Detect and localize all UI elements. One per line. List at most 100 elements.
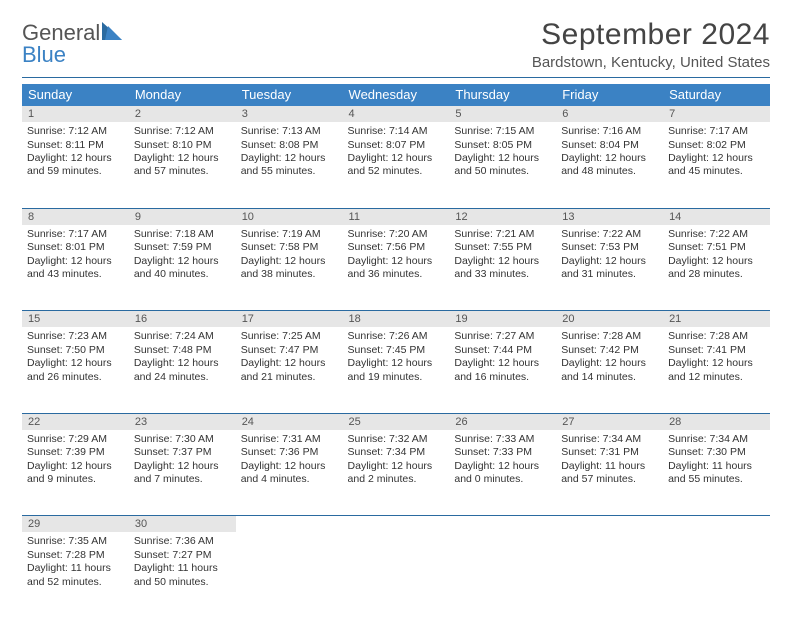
daylight-line-1: Daylight: 12 hours bbox=[561, 357, 658, 370]
sunrise-line: Sunrise: 7:27 AM bbox=[454, 330, 551, 343]
daylight-line-1: Daylight: 12 hours bbox=[561, 255, 658, 268]
sunrise-line: Sunrise: 7:22 AM bbox=[561, 228, 658, 241]
calendar-page: General Blue September 2024 Bardstown, K… bbox=[0, 0, 792, 618]
day-header: Monday bbox=[129, 84, 236, 106]
sunset-line: Sunset: 7:42 PM bbox=[561, 344, 658, 357]
day-cell: Sunrise: 7:30 AMSunset: 7:37 PMDaylight:… bbox=[129, 430, 236, 516]
daylight-line-1: Daylight: 12 hours bbox=[561, 152, 658, 165]
daylight-line-2: and 33 minutes. bbox=[454, 268, 551, 281]
day-number: 22 bbox=[28, 416, 40, 428]
day-cell-content: Sunrise: 7:27 AMSunset: 7:44 PMDaylight:… bbox=[454, 330, 551, 384]
daylight-line-2: and 50 minutes. bbox=[454, 165, 551, 178]
sunrise-line: Sunrise: 7:28 AM bbox=[561, 330, 658, 343]
daylight-line-1: Daylight: 12 hours bbox=[27, 255, 124, 268]
day-number-cell: 30 bbox=[129, 516, 236, 533]
day-header: Wednesday bbox=[343, 84, 450, 106]
day-cell: Sunrise: 7:33 AMSunset: 7:33 PMDaylight:… bbox=[449, 430, 556, 516]
calendar-body: 1234567Sunrise: 7:12 AMSunset: 8:11 PMDa… bbox=[22, 106, 770, 618]
day-number-cell bbox=[556, 516, 663, 533]
daylight-line-2: and 21 minutes. bbox=[241, 371, 338, 384]
day-cell: Sunrise: 7:12 AMSunset: 8:10 PMDaylight:… bbox=[129, 122, 236, 208]
daylight-line-2: and 59 minutes. bbox=[27, 165, 124, 178]
logo-text: General Blue bbox=[22, 22, 122, 66]
day-number-cell: 16 bbox=[129, 311, 236, 328]
day-number-cell: 28 bbox=[663, 413, 770, 430]
sunrise-line: Sunrise: 7:14 AM bbox=[348, 125, 445, 138]
sunrise-line: Sunrise: 7:18 AM bbox=[134, 228, 231, 241]
daylight-line-2: and 50 minutes. bbox=[134, 576, 231, 589]
daylight-line-1: Daylight: 12 hours bbox=[454, 255, 551, 268]
day-cell-content: Sunrise: 7:12 AMSunset: 8:11 PMDaylight:… bbox=[27, 125, 124, 179]
week-row: Sunrise: 7:35 AMSunset: 7:28 PMDaylight:… bbox=[22, 532, 770, 618]
day-cell-content: Sunrise: 7:17 AMSunset: 8:01 PMDaylight:… bbox=[27, 228, 124, 282]
daylight-line-1: Daylight: 11 hours bbox=[561, 460, 658, 473]
daylight-line-1: Daylight: 12 hours bbox=[241, 152, 338, 165]
daylight-line-1: Daylight: 12 hours bbox=[454, 357, 551, 370]
daylight-line-1: Daylight: 12 hours bbox=[134, 152, 231, 165]
sunset-line: Sunset: 7:56 PM bbox=[348, 241, 445, 254]
day-number-cell: 29 bbox=[22, 516, 129, 533]
day-header: Sunday bbox=[22, 84, 129, 106]
sunset-line: Sunset: 7:45 PM bbox=[348, 344, 445, 357]
sunset-line: Sunset: 7:41 PM bbox=[668, 344, 765, 357]
daylight-line-1: Daylight: 12 hours bbox=[27, 152, 124, 165]
daylight-line-2: and 36 minutes. bbox=[348, 268, 445, 281]
day-number-cell: 8 bbox=[22, 208, 129, 225]
day-cell: Sunrise: 7:34 AMSunset: 7:30 PMDaylight:… bbox=[663, 430, 770, 516]
day-cell-content: Sunrise: 7:12 AMSunset: 8:10 PMDaylight:… bbox=[134, 125, 231, 179]
sunset-line: Sunset: 8:10 PM bbox=[134, 139, 231, 152]
sunset-line: Sunset: 8:01 PM bbox=[27, 241, 124, 254]
page-header: General Blue September 2024 Bardstown, K… bbox=[22, 18, 770, 71]
day-cell-content: Sunrise: 7:22 AMSunset: 7:51 PMDaylight:… bbox=[668, 228, 765, 282]
daylight-line-1: Daylight: 11 hours bbox=[134, 562, 231, 575]
day-number-cell bbox=[449, 516, 556, 533]
day-number-cell: 1 bbox=[22, 106, 129, 122]
day-number-cell: 5 bbox=[449, 106, 556, 122]
day-cell: Sunrise: 7:20 AMSunset: 7:56 PMDaylight:… bbox=[343, 225, 450, 311]
day-cell bbox=[343, 532, 450, 618]
daylight-line-2: and 45 minutes. bbox=[668, 165, 765, 178]
day-cell-content: Sunrise: 7:34 AMSunset: 7:30 PMDaylight:… bbox=[668, 433, 765, 487]
day-cell: Sunrise: 7:27 AMSunset: 7:44 PMDaylight:… bbox=[449, 327, 556, 413]
day-number-cell bbox=[663, 516, 770, 533]
sunrise-line: Sunrise: 7:34 AM bbox=[561, 433, 658, 446]
sunrise-line: Sunrise: 7:22 AM bbox=[668, 228, 765, 241]
day-number-cell: 27 bbox=[556, 413, 663, 430]
day-number: 2 bbox=[135, 108, 141, 120]
day-cell: Sunrise: 7:13 AMSunset: 8:08 PMDaylight:… bbox=[236, 122, 343, 208]
day-number: 23 bbox=[135, 416, 147, 428]
daylight-line-1: Daylight: 12 hours bbox=[668, 152, 765, 165]
sunrise-line: Sunrise: 7:19 AM bbox=[241, 228, 338, 241]
day-cell-content: Sunrise: 7:22 AMSunset: 7:53 PMDaylight:… bbox=[561, 228, 658, 282]
day-cell: Sunrise: 7:25 AMSunset: 7:47 PMDaylight:… bbox=[236, 327, 343, 413]
day-number-cell bbox=[343, 516, 450, 533]
day-cell: Sunrise: 7:15 AMSunset: 8:05 PMDaylight:… bbox=[449, 122, 556, 208]
sunrise-line: Sunrise: 7:17 AM bbox=[668, 125, 765, 138]
day-number-cell: 25 bbox=[343, 413, 450, 430]
day-cell: Sunrise: 7:35 AMSunset: 7:28 PMDaylight:… bbox=[22, 532, 129, 618]
sunset-line: Sunset: 7:55 PM bbox=[454, 241, 551, 254]
sunrise-line: Sunrise: 7:36 AM bbox=[134, 535, 231, 548]
day-number: 12 bbox=[455, 211, 467, 223]
sunset-line: Sunset: 7:50 PM bbox=[27, 344, 124, 357]
day-number: 5 bbox=[455, 108, 461, 120]
day-cell: Sunrise: 7:29 AMSunset: 7:39 PMDaylight:… bbox=[22, 430, 129, 516]
day-cell-content: Sunrise: 7:35 AMSunset: 7:28 PMDaylight:… bbox=[27, 535, 124, 589]
header-rule bbox=[22, 77, 770, 78]
calendar-table: Sunday Monday Tuesday Wednesday Thursday… bbox=[22, 84, 770, 618]
daylight-line-2: and 31 minutes. bbox=[561, 268, 658, 281]
day-cell: Sunrise: 7:28 AMSunset: 7:41 PMDaylight:… bbox=[663, 327, 770, 413]
day-cell: Sunrise: 7:22 AMSunset: 7:51 PMDaylight:… bbox=[663, 225, 770, 311]
day-number-cell: 3 bbox=[236, 106, 343, 122]
daylight-line-1: Daylight: 12 hours bbox=[241, 460, 338, 473]
day-number-cell: 7 bbox=[663, 106, 770, 122]
day-header: Thursday bbox=[449, 84, 556, 106]
week-row: Sunrise: 7:29 AMSunset: 7:39 PMDaylight:… bbox=[22, 430, 770, 516]
day-cell-content: Sunrise: 7:31 AMSunset: 7:36 PMDaylight:… bbox=[241, 433, 338, 487]
day-cell: Sunrise: 7:21 AMSunset: 7:55 PMDaylight:… bbox=[449, 225, 556, 311]
week-row: Sunrise: 7:17 AMSunset: 8:01 PMDaylight:… bbox=[22, 225, 770, 311]
day-number: 26 bbox=[455, 416, 467, 428]
daylight-line-1: Daylight: 11 hours bbox=[668, 460, 765, 473]
day-number: 9 bbox=[135, 211, 141, 223]
sunrise-line: Sunrise: 7:16 AM bbox=[561, 125, 658, 138]
